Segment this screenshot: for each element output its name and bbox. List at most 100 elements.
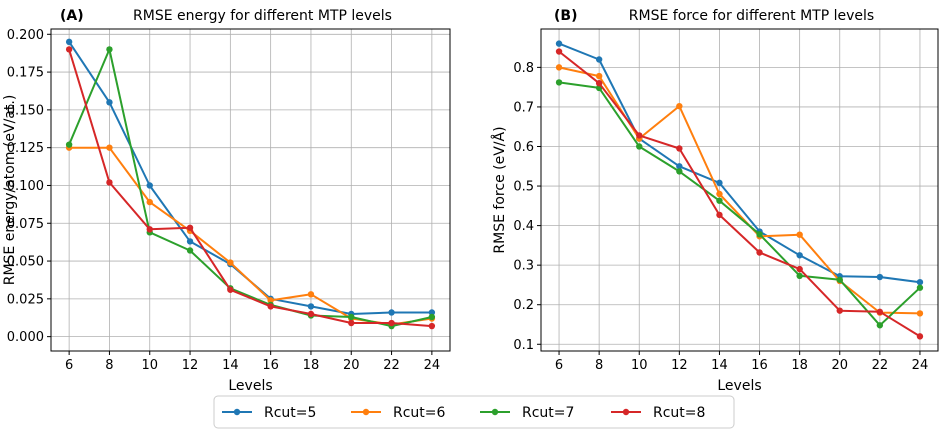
data-point [186, 224, 194, 231]
data-point [555, 64, 563, 71]
data-point [876, 322, 884, 329]
series-line-4 [558, 50, 921, 338]
data-point [796, 252, 803, 259]
y-tick-label: 0.1 [513, 338, 534, 353]
data-point [836, 276, 843, 283]
data-point [388, 319, 395, 327]
data-point [595, 79, 603, 87]
legend-label-1: Rcut=5 [264, 405, 316, 421]
data-point [796, 231, 803, 238]
legend-box [213, 395, 735, 429]
y-tick-label: 0.5 [513, 180, 534, 195]
data-point [916, 278, 924, 286]
x-tick-label: 22 [872, 358, 889, 373]
data-point [428, 313, 436, 321]
legend-label-2: Rcut=6 [393, 405, 446, 421]
data-point [428, 322, 436, 330]
panel-a: 6 8 10 12 14 16 18 20 22 24 0.000 0.025 0.050 0.075 0.… [2, 8, 451, 394]
x-tick-label: 14 [222, 358, 239, 373]
y-tick-label: 0.4 [513, 219, 534, 234]
data-point [916, 333, 924, 340]
series-line-1 [558, 42, 921, 284]
panel-label: (A) [60, 8, 84, 24]
data-point [916, 284, 924, 291]
series-line-2 [558, 66, 921, 315]
y-tick-label: 0.150 [7, 103, 44, 118]
data-point [65, 46, 73, 53]
y-tick-label: 0.125 [7, 141, 44, 156]
data-point [876, 273, 884, 281]
y-tick-label: 0.050 [7, 255, 44, 270]
series-line-4 [68, 49, 432, 328]
data-point [146, 226, 153, 233]
data-point [227, 259, 234, 266]
data-point [106, 99, 113, 106]
y-tick-label: 0.075 [7, 217, 44, 232]
data-point [716, 179, 723, 187]
data-point [756, 231, 763, 238]
series-line-3 [558, 81, 921, 327]
data-point [106, 144, 113, 151]
x-tick-label: 24 [912, 358, 929, 373]
data-point [307, 310, 315, 318]
data-point [716, 197, 723, 204]
x-tick-label: 22 [383, 358, 400, 373]
chart-title: RMSE energy for different MTP levels [133, 8, 392, 24]
panel-label: (B) [554, 8, 577, 24]
chart-title: RMSE force for different MTP levels [629, 8, 874, 24]
data-point [227, 286, 234, 293]
data-point [186, 247, 194, 254]
plot-frame [50, 28, 451, 352]
x-tick-label: 6 [65, 358, 73, 373]
data-point [796, 265, 803, 273]
y-axis-label: RMSE force (eV/Å) [491, 126, 508, 253]
x-tick-label: 18 [791, 358, 808, 373]
series-line-1 [68, 41, 432, 315]
data-point [307, 303, 315, 310]
x-tick-label: 20 [343, 358, 360, 373]
legend: Rcut=5 Rcut=6 Rcut=7 Rcut=8 [213, 395, 735, 429]
data-point [876, 308, 884, 316]
y-tick-label: 0.025 [7, 292, 44, 307]
plot-frame [540, 28, 939, 352]
y-tick-label: 0.000 [7, 330, 44, 345]
data-point [348, 313, 355, 321]
y-tick-label: 0.8 [513, 61, 534, 76]
x-tick-label: 6 [555, 358, 563, 373]
data-point [716, 211, 723, 219]
data-point [388, 309, 395, 316]
x-tick-label: 18 [303, 358, 320, 373]
y-tick-label: 0.3 [513, 259, 534, 274]
x-axis-label: Levels [717, 378, 761, 394]
data-point [676, 145, 683, 152]
y-tick-label: 0.2 [513, 298, 534, 313]
data-point [555, 79, 563, 86]
data-point [186, 238, 194, 245]
panel-b: 6 8 10 12 14 16 18 20 22 24 0.1 0.2 0.3 0.4 0.5 0.6 0.7 0… [491, 8, 939, 394]
legend-marker-2 [362, 408, 370, 416]
x-tick-label: 12 [182, 358, 199, 373]
y-tick-label: 0.175 [7, 66, 44, 81]
y-tick-label: 0.7 [513, 100, 534, 115]
y-tick-label: 0.200 [7, 28, 44, 43]
x-tick-label: 10 [141, 358, 158, 373]
x-axis-label: Levels [228, 378, 272, 394]
x-tick-label: 10 [631, 358, 648, 373]
x-tick-label: 20 [831, 358, 848, 373]
legend-label-4: Rcut=8 [653, 405, 705, 421]
x-tick-label: 8 [105, 358, 113, 373]
y-axis-label: RMSE energy/atom (eV/at.) [2, 95, 18, 286]
x-tick-label: 16 [751, 358, 768, 373]
data-point [595, 72, 603, 80]
x-tick-label: 14 [711, 358, 728, 373]
data-point [916, 310, 924, 317]
data-point [106, 46, 113, 53]
data-point [836, 307, 843, 314]
data-point [146, 182, 153, 189]
data-point [307, 291, 315, 298]
legend-marker-1 [233, 408, 241, 416]
y-tick-label: 0.6 [513, 140, 534, 155]
data-point [555, 40, 563, 47]
data-point [676, 102, 683, 110]
legend-label-3: Rcut=7 [522, 405, 574, 421]
